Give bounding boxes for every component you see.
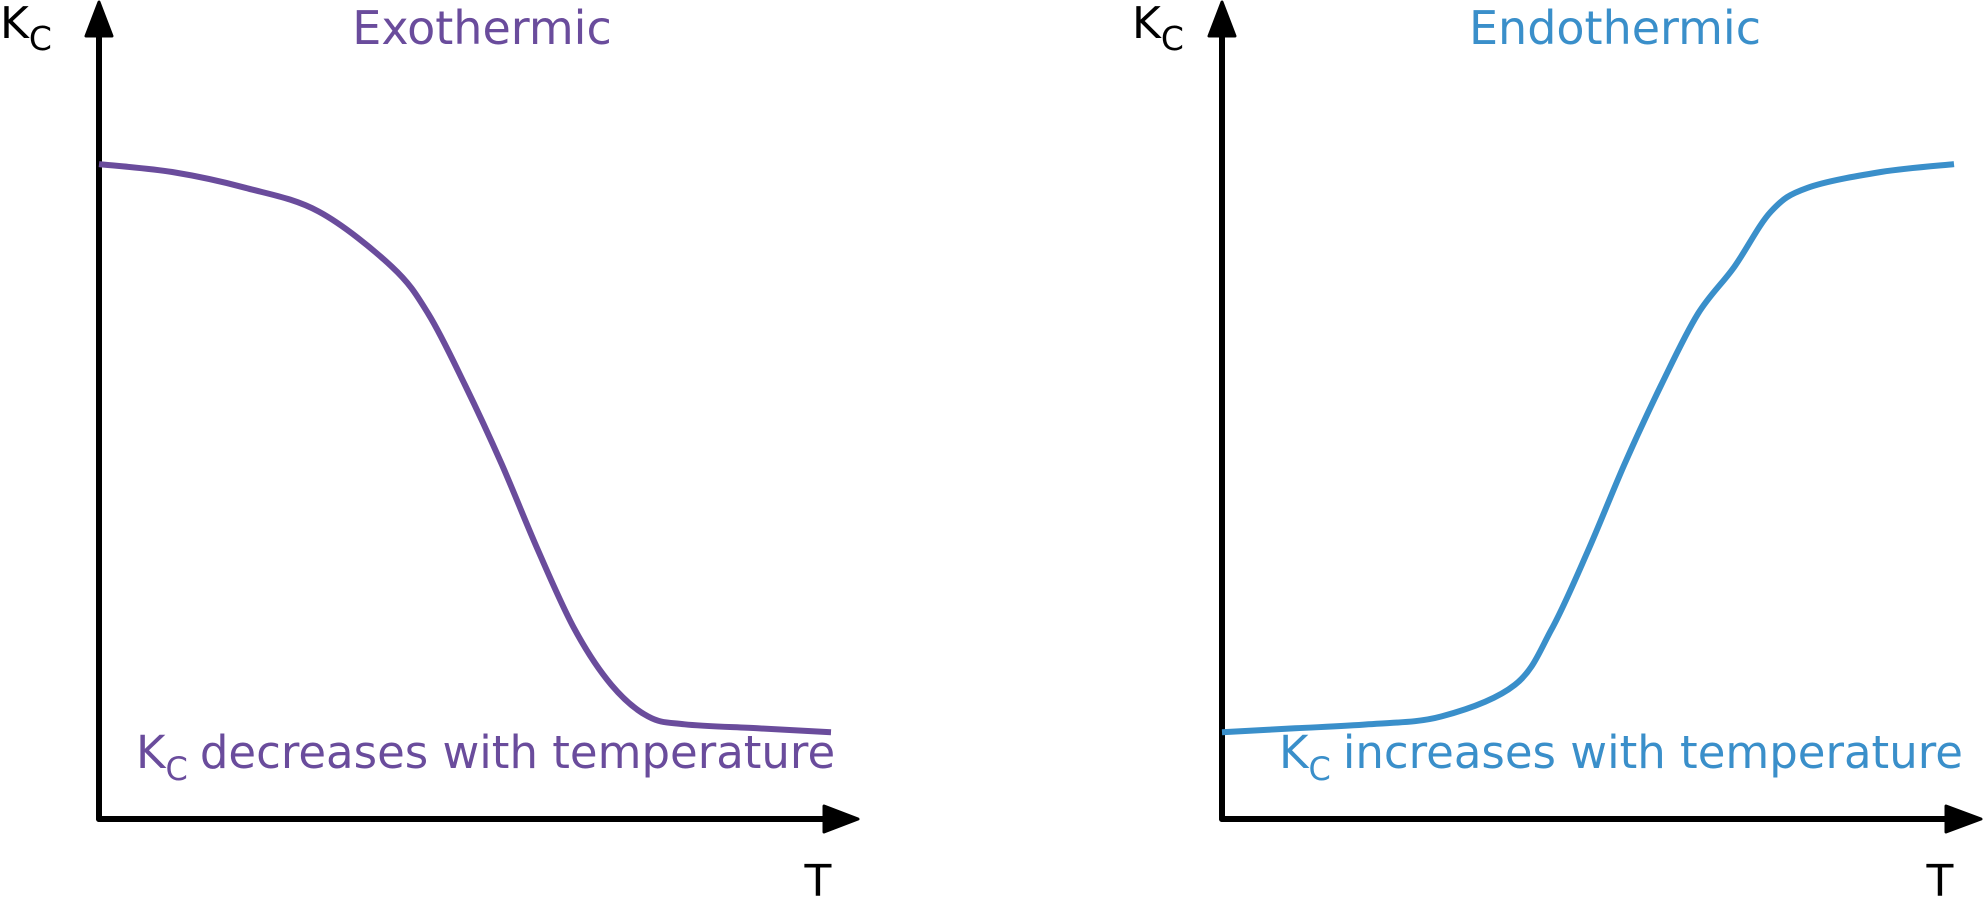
endo-y-axis-label: KC [1132, 0, 1184, 58]
endo-x-axis-arrow [1944, 804, 1983, 834]
endo-caption-k: K [1279, 726, 1310, 779]
exo-y-axis-label-main: K [0, 0, 30, 49]
exo-caption-rest: decreases with temperature [200, 726, 835, 779]
exo-x-axis-label: T [804, 856, 832, 904]
exo-caption-sub: C [166, 750, 188, 788]
exo-x-axis-arrow [822, 804, 860, 834]
endo-caption-sub: C [1309, 750, 1331, 788]
exo-caption: KC decreases with temperature [136, 726, 835, 788]
endo-y-axis-label-main: K [1132, 0, 1162, 49]
exothermic-panel: KC T Exothermic KC decreases with tempera… [0, 0, 860, 904]
exo-y-axis-label: KC [0, 0, 52, 58]
endo-series-line [1221, 161, 1955, 736]
endo-x-axis-label: T [1926, 856, 1954, 904]
endo-chart-title: Endothermic [1469, 1, 1761, 55]
exo-y-axis-arrow [84, 0, 114, 38]
endo-caption-rest: increases with temperature [1343, 726, 1963, 779]
endo-y-axis-arrow [1207, 0, 1237, 38]
endo-y-axis-label-sub: C [1161, 19, 1184, 58]
endo-caption: KC increases with temperature [1279, 726, 1963, 788]
exo-y-axis-label-sub: C [29, 19, 52, 58]
exo-series-line [98, 161, 832, 736]
exo-caption-k: K [136, 726, 167, 779]
endothermic-panel: KC T Endothermic KC increases with temper… [1132, 0, 1983, 904]
exo-chart-title: Exothermic [352, 1, 612, 55]
